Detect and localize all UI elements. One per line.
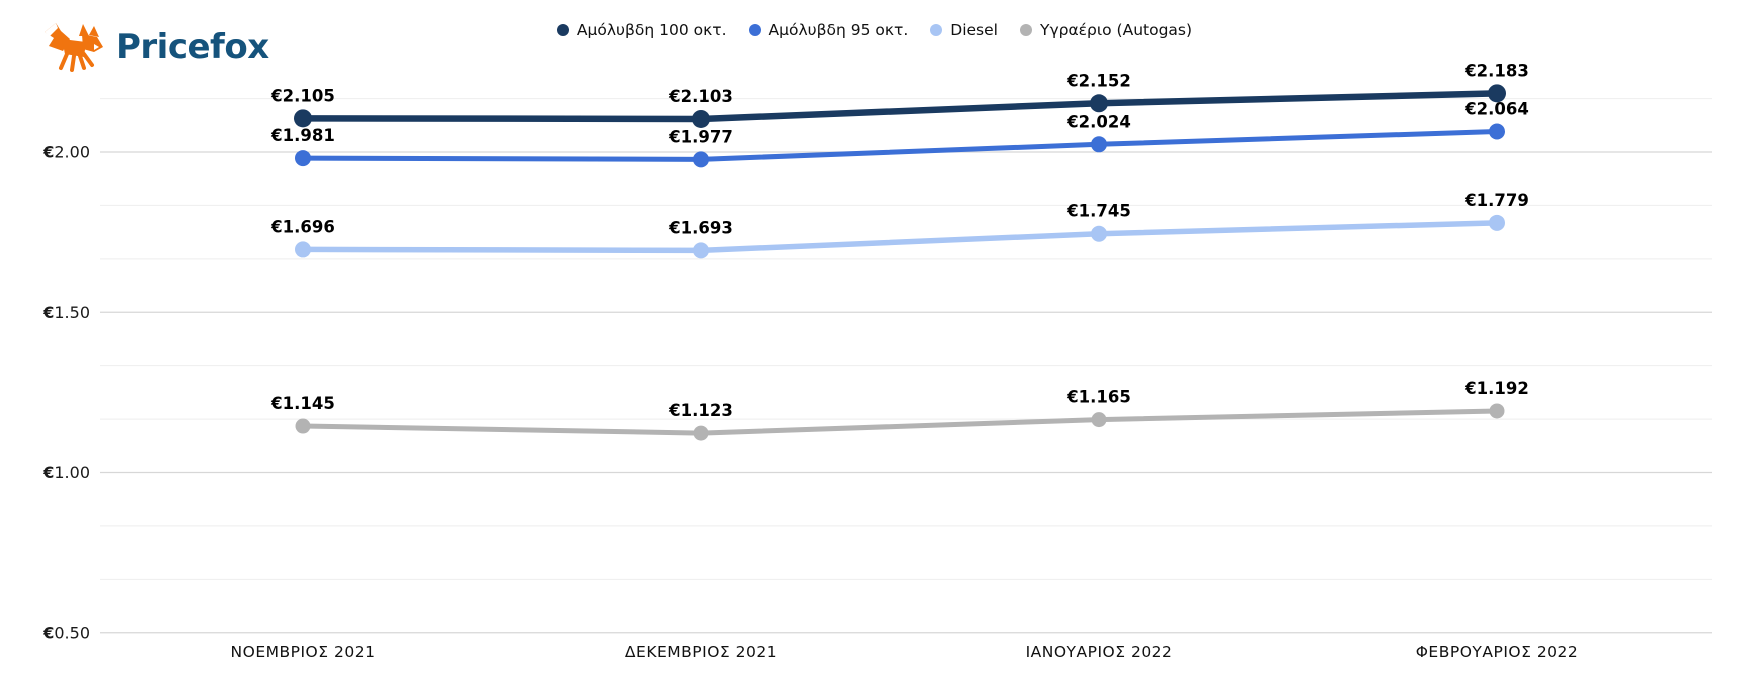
- y-axis-tick-label: €0.50: [42, 623, 90, 642]
- data-point-s4-1[interactable]: [295, 418, 311, 434]
- data-point-label: €1.192: [1464, 379, 1529, 398]
- data-point-s1-3[interactable]: [1090, 94, 1108, 113]
- legend-label: Υγραέριο (Autogas): [1039, 21, 1193, 39]
- data-point-label: €1.745: [1066, 202, 1131, 221]
- y-axis-tick-label: €1.50: [42, 303, 90, 322]
- data-point-label: €1.977: [668, 127, 733, 146]
- data-point-label: €1.123: [668, 401, 733, 420]
- data-point-s3-2[interactable]: [693, 242, 709, 259]
- data-point-label: €2.183: [1464, 61, 1529, 80]
- data-point-s2-2[interactable]: [693, 151, 709, 168]
- fox-icon: [38, 20, 106, 74]
- data-point-label: €1.693: [668, 218, 733, 237]
- legend-label: Αμόλυβδη 100 οκτ.: [576, 21, 727, 39]
- legend-dot-icon: [930, 24, 943, 36]
- legend-dot-icon: [556, 24, 569, 36]
- series-line-4: [300, 408, 1500, 436]
- data-point-s4-3[interactable]: [1091, 412, 1107, 428]
- data-point-label: €2.024: [1066, 112, 1131, 131]
- data-point-label: €1.165: [1066, 388, 1131, 407]
- data-point-s3-1[interactable]: [295, 241, 311, 258]
- x-axis-month-label: ΙΑΝΟΥΑΡΙΟΣ 2022: [1026, 643, 1173, 661]
- data-point-label: €1.779: [1464, 191, 1529, 210]
- series-line-2: [300, 128, 1500, 162]
- data-point-s1-1[interactable]: [294, 109, 312, 128]
- legend-label: Αμόλυβδη 95 οκτ.: [768, 21, 909, 39]
- series-line-1: [299, 90, 1501, 123]
- data-point-label: €1.696: [270, 217, 335, 236]
- data-point-s1-4[interactable]: [1488, 84, 1506, 103]
- logo-wordmark: Pricefox: [116, 27, 269, 67]
- series-line-3: [300, 220, 1500, 254]
- data-point-label: €2.105: [270, 86, 335, 105]
- pricefox-logo[interactable]: Pricefox: [38, 20, 269, 74]
- data-point-s3-3[interactable]: [1091, 225, 1107, 242]
- data-point-s2-3[interactable]: [1091, 136, 1107, 153]
- y-axis-tick-label: €1.00: [42, 463, 90, 482]
- x-axis-month-label: ΔΕΚΕΜΒΡΙΟΣ 2021: [625, 643, 777, 661]
- legend-item-4[interactable]: Υγραέριο (Autogas): [1019, 21, 1193, 39]
- data-point-s3-4[interactable]: [1489, 214, 1505, 231]
- y-axis-tick-label: €2.00: [42, 143, 90, 162]
- data-point-label: €2.152: [1066, 71, 1131, 90]
- data-point-label: €1.145: [270, 394, 335, 413]
- data-point-s2-4[interactable]: [1489, 123, 1505, 140]
- legend-item-3[interactable]: Diesel: [930, 21, 998, 39]
- data-point-label: €1.981: [270, 126, 335, 145]
- x-axis-month-label: ΦΕΒΡΟΥΑΡΙΟΣ 2022: [1416, 643, 1579, 661]
- x-axis-month-label: ΝΟΕΜΒΡΙΟΣ 2021: [231, 643, 376, 661]
- data-point-s1-2[interactable]: [692, 109, 710, 128]
- data-point-s4-4[interactable]: [1489, 403, 1505, 419]
- chart-legend: Αμόλυβδη 100 οκτ. Αμόλυβδη 95 οκτ. Diesel Υ…: [0, 21, 1749, 39]
- legend-dot-icon: [748, 24, 761, 36]
- data-point-label: €2.103: [668, 87, 733, 106]
- legend-dot-icon: [1019, 24, 1032, 36]
- legend-label: Diesel: [950, 21, 998, 39]
- data-point-label: €2.064: [1464, 99, 1529, 118]
- data-point-s4-2[interactable]: [693, 425, 709, 441]
- legend-item-1[interactable]: Αμόλυβδη 100 οκτ.: [556, 21, 727, 39]
- data-point-s2-1[interactable]: [295, 150, 311, 167]
- legend-item-2[interactable]: Αμόλυβδη 95 οκτ.: [748, 21, 909, 39]
